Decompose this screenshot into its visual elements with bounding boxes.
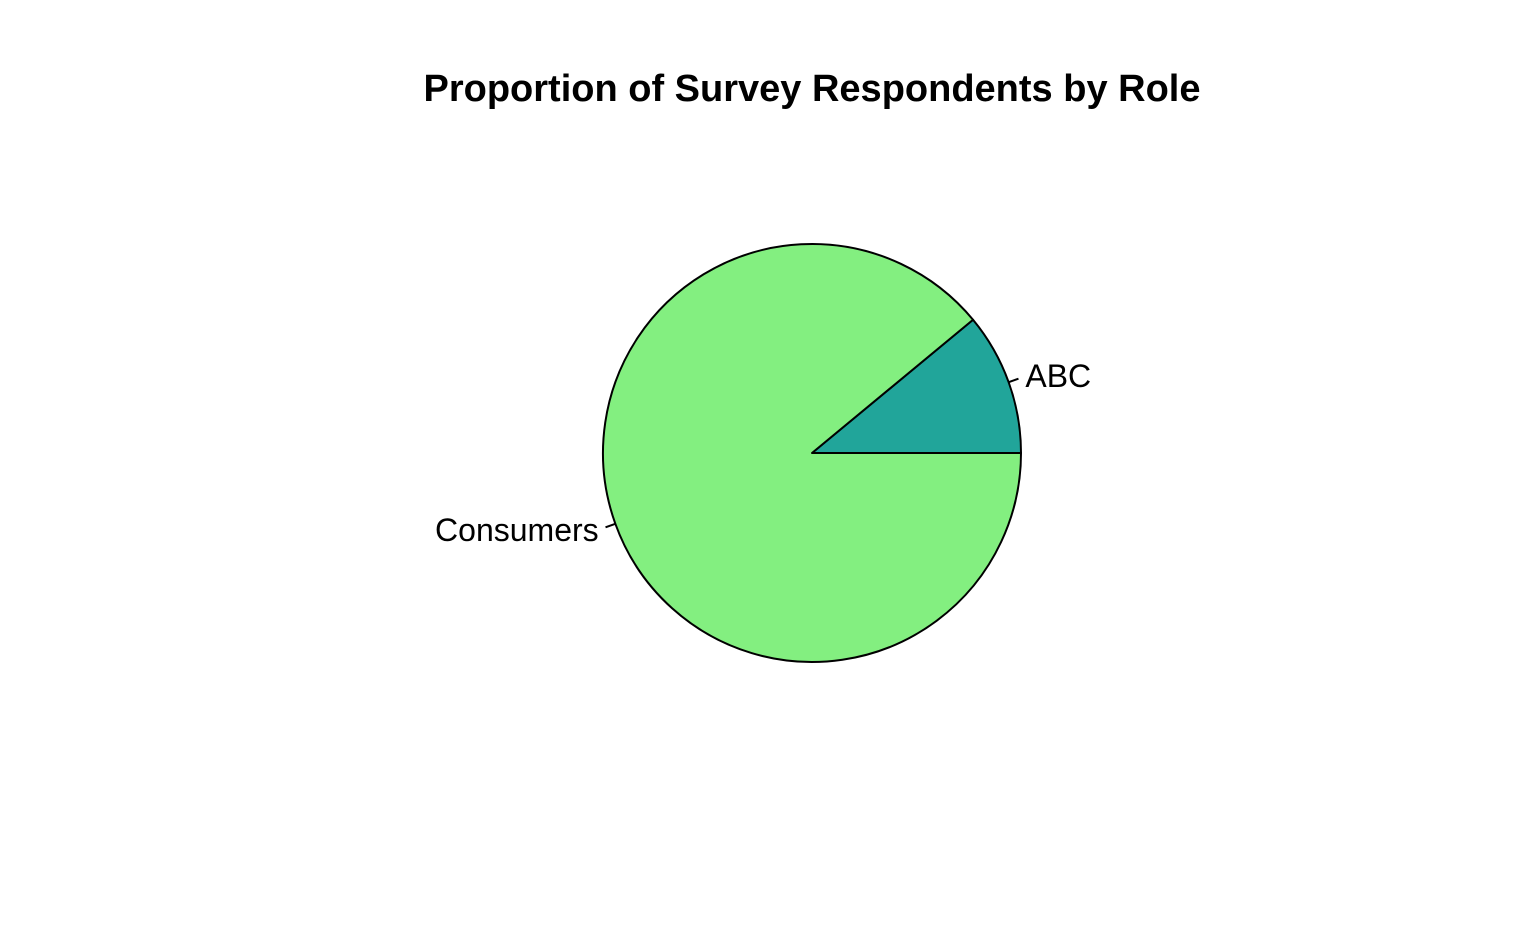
chart-title: Proportion of Survey Respondents by Role xyxy=(424,68,1201,110)
label-tick-abc xyxy=(1008,377,1019,384)
pie-labels: ABC Consumers xyxy=(435,358,1091,548)
pie-slice-consumers xyxy=(602,243,1022,663)
slice-label-abc: ABC xyxy=(1025,358,1091,394)
slice-label-consumers: Consumers xyxy=(435,512,599,548)
pie-slices xyxy=(602,243,1022,663)
label-tick-consumers xyxy=(605,522,616,529)
